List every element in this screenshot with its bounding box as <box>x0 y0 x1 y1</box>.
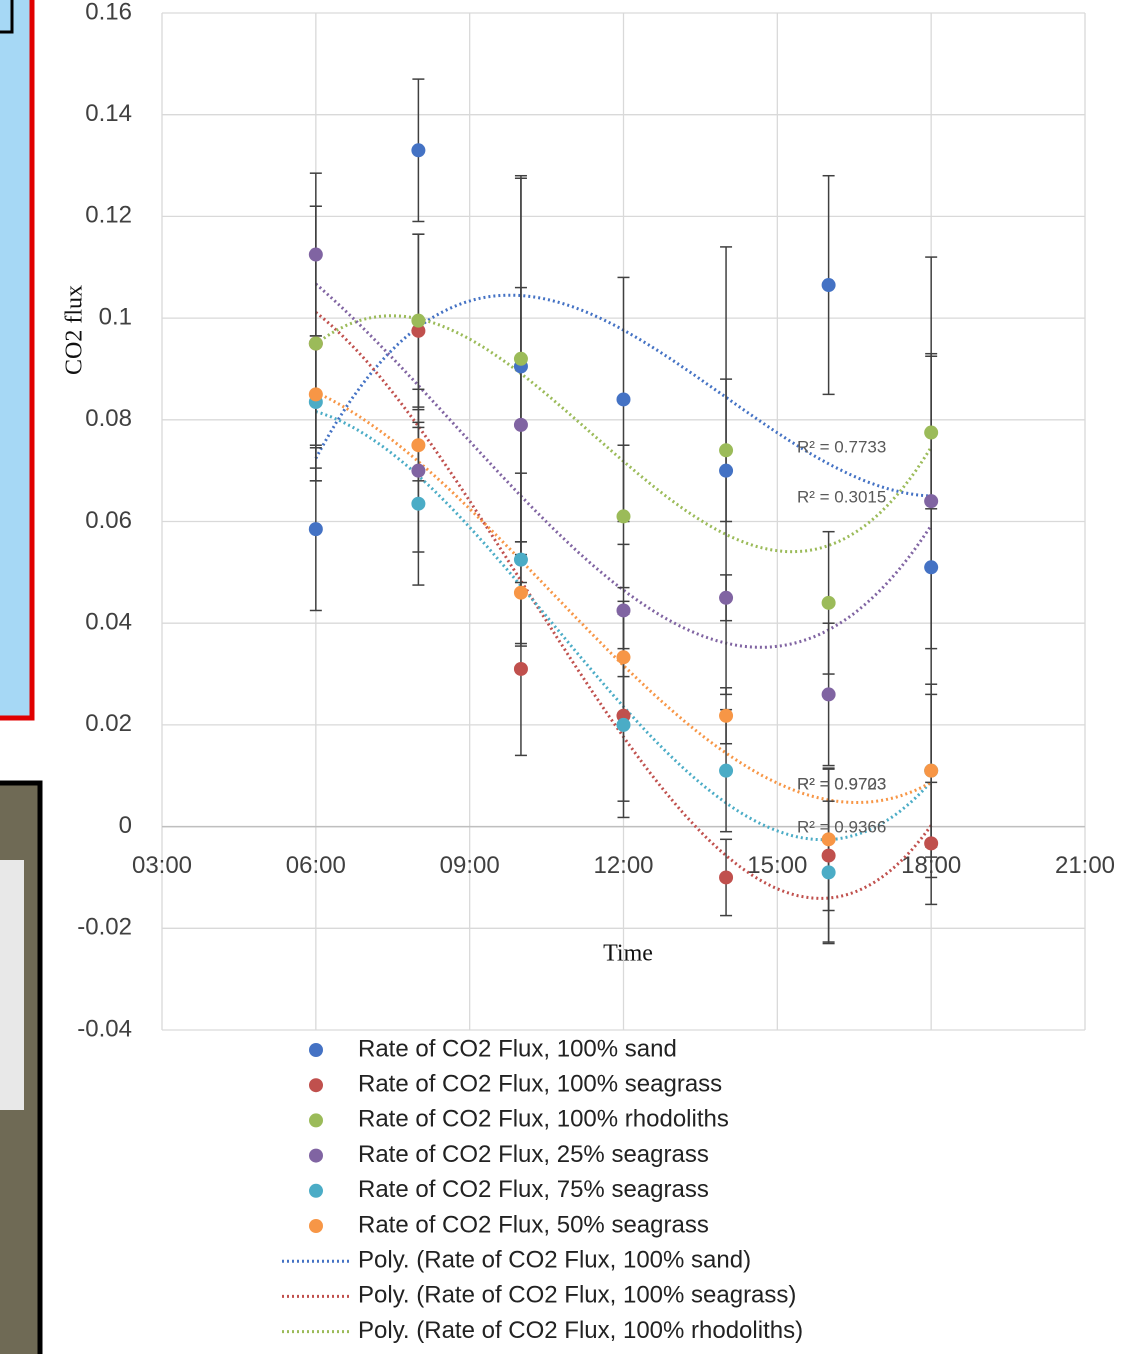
data-point <box>411 143 425 157</box>
y-tick-label: 0.12 <box>85 202 132 229</box>
data-point <box>309 522 323 536</box>
legend-marker <box>309 1113 323 1127</box>
legend-marker <box>309 1149 323 1163</box>
data-point <box>514 352 528 366</box>
data-point <box>411 314 425 328</box>
data-point <box>822 687 836 701</box>
y-tick-label: 0.14 <box>85 100 132 127</box>
data-point <box>924 494 938 508</box>
data-point <box>514 418 528 432</box>
data-point <box>719 709 733 723</box>
data-point <box>411 438 425 452</box>
data-point <box>617 650 631 664</box>
data-point <box>719 591 733 605</box>
data-point <box>617 718 631 732</box>
y-tick-label: 0 <box>119 812 132 839</box>
background-panel <box>0 0 32 718</box>
y-tick-label: 0.1 <box>99 303 132 330</box>
legend-marker <box>309 1184 323 1198</box>
data-point <box>822 278 836 292</box>
legend-marker <box>309 1043 323 1057</box>
data-point <box>411 464 425 478</box>
data-point <box>924 764 938 778</box>
data-point <box>719 443 733 457</box>
x-tick-label: 09:00 <box>440 852 500 879</box>
legend-marker <box>309 1219 323 1233</box>
y-tick-label: -0.02 <box>77 914 132 941</box>
data-point <box>514 553 528 567</box>
legend-label: Rate of CO2 Flux, 100% rhodoliths <box>358 1106 729 1133</box>
legend-marker <box>309 1078 323 1092</box>
data-point <box>514 586 528 600</box>
legend-label: Poly. (Rate of CO2 Flux, 100% rhodoliths… <box>358 1317 803 1344</box>
x-tick-label: 03:00 <box>132 852 192 879</box>
x-tick-label: 15:00 <box>747 852 807 879</box>
r-squared-label: R² = 0.9723 <box>797 774 886 793</box>
x-tick-label: 21:00 <box>1055 852 1115 879</box>
data-point <box>719 464 733 478</box>
data-point <box>617 509 631 523</box>
y-tick-label: -0.04 <box>77 1015 132 1042</box>
legend-label: Poly. (Rate of CO2 Flux, 100% sand) <box>358 1247 751 1274</box>
data-point <box>617 603 631 617</box>
data-point <box>309 387 323 401</box>
page: -0.04 -0.02 0 0.02 0.04 0.06 0.08 0.1 0.12 0.14 0.… <box>0 0 1140 1354</box>
legend-label: Rate of CO2 Flux, 50% seagrass <box>358 1211 709 1238</box>
r-squared-label: R² = 0.3015 <box>797 487 886 506</box>
data-point <box>309 337 323 351</box>
data-point <box>719 870 733 884</box>
data-point <box>719 764 733 778</box>
data-point <box>924 836 938 850</box>
y-tick-label: 0.16 <box>85 0 132 25</box>
legend-label: Rate of CO2 Flux, 100% seagrass <box>358 1071 722 1098</box>
y-tick-label: 0.06 <box>85 507 132 534</box>
r-squared-label: R² = 0.9366 <box>797 817 886 836</box>
data-point <box>822 865 836 879</box>
y-tick-label: 0.08 <box>85 405 132 432</box>
data-point <box>924 560 938 574</box>
background-box <box>0 0 12 32</box>
r-squared-label: R² = 0.7733 <box>797 437 886 456</box>
x-tick-label: 12:00 <box>593 852 653 879</box>
data-point <box>822 596 836 610</box>
y-axis-title: CO2 flux <box>62 285 88 375</box>
data-point <box>411 497 425 511</box>
background-photo-detail <box>0 860 24 1110</box>
legend-label: Rate of CO2 Flux, 75% seagrass <box>358 1176 709 1203</box>
data-point <box>514 662 528 676</box>
data-point <box>822 849 836 863</box>
legend-label: Rate of CO2 Flux, 25% seagrass <box>358 1141 709 1168</box>
legend-label: Rate of CO2 Flux, 100% sand <box>358 1035 677 1062</box>
chart: -0.04 -0.02 0 0.02 0.04 0.06 0.08 0.1 0.12 0.14 0.… <box>0 0 1140 1354</box>
data-point <box>309 248 323 262</box>
y-tick-label: 0.04 <box>85 609 132 636</box>
legend-label: Poly. (Rate of CO2 Flux, 100% seagrass) <box>358 1282 796 1309</box>
y-tick-label: 0.02 <box>85 710 132 737</box>
x-axis-title: Time <box>603 941 653 967</box>
data-point <box>617 392 631 406</box>
data-point <box>924 426 938 440</box>
x-tick-label: 06:00 <box>286 852 346 879</box>
